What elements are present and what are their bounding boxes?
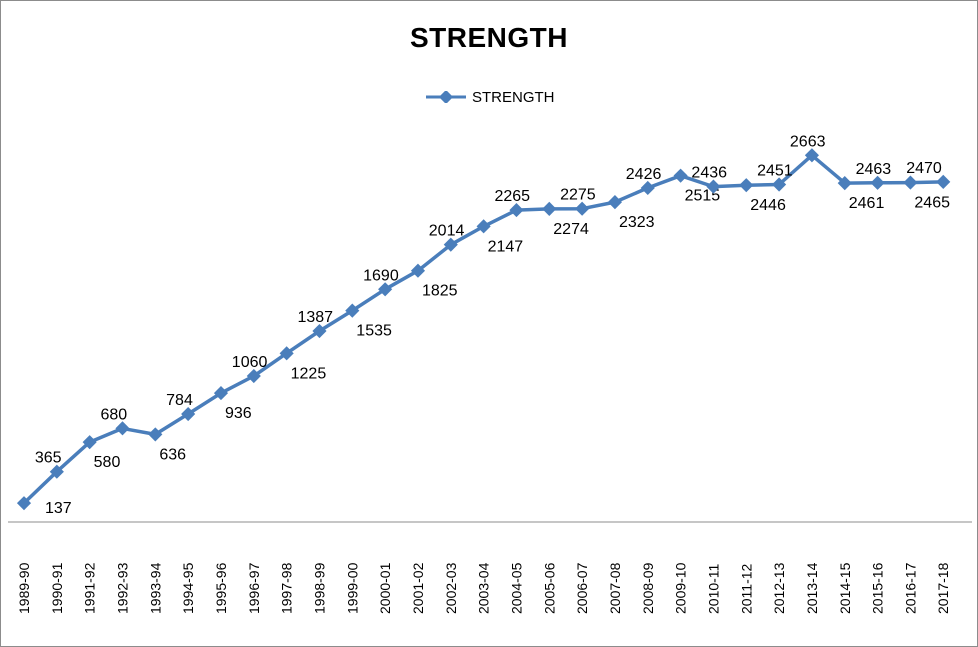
data-point-marker — [837, 176, 852, 191]
data-label: 1225 — [291, 365, 327, 382]
x-tick-label: 1998-99 — [311, 562, 327, 614]
x-tick-label: 2015-16 — [870, 562, 886, 614]
x-tick-label: 1992-93 — [114, 562, 130, 614]
data-point-marker — [673, 168, 688, 183]
data-label: 1690 — [363, 267, 399, 284]
data-point-marker — [607, 195, 623, 210]
chart-legend: STRENGTH — [424, 86, 555, 108]
x-tick-label: 2004-05 — [508, 562, 524, 614]
x-tick-label: 2006-07 — [574, 562, 590, 614]
x-tick-label: 2010-11 — [705, 563, 721, 614]
x-tick-label: 2017-18 — [935, 562, 951, 614]
x-tick-label: 1989-90 — [16, 562, 32, 614]
data-point-marker — [246, 368, 261, 384]
data-point-marker — [213, 386, 229, 401]
x-tick-label: 1990-91 — [49, 562, 65, 614]
data-point-marker — [443, 237, 458, 252]
data-label: 580 — [94, 454, 121, 471]
x-tick-label: 2007-08 — [607, 562, 623, 614]
data-label: 2446 — [750, 197, 786, 214]
data-label: 2436 — [691, 165, 727, 182]
legend-series-label: STRENGTH — [472, 88, 555, 106]
x-tick-label: 2011-12 — [738, 563, 754, 614]
data-label: 2663 — [790, 133, 826, 150]
data-point-marker — [542, 201, 557, 216]
data-point-marker — [804, 148, 819, 163]
x-tick-label: 2014-15 — [837, 562, 853, 614]
x-tick-label: 2008-09 — [640, 562, 656, 614]
x-tick-label: 1996-97 — [246, 562, 262, 614]
data-label: 365 — [35, 450, 62, 467]
data-point-marker — [410, 263, 426, 278]
data-point-marker — [772, 177, 787, 192]
data-label: 2274 — [553, 221, 589, 238]
chart-title: STRENGTH — [410, 22, 568, 53]
data-point-marker — [870, 175, 885, 190]
data-point-marker — [16, 496, 32, 511]
x-tick-label: 2012-13 — [771, 562, 787, 614]
data-point-marker — [575, 201, 590, 216]
data-point-marker — [640, 180, 655, 196]
data-label: 2265 — [494, 188, 530, 205]
x-tick-label: 2005-06 — [541, 562, 557, 614]
data-label: 2426 — [626, 166, 662, 183]
data-label: 1825 — [422, 283, 458, 300]
data-label: 2470 — [906, 160, 942, 177]
x-tick-label: 2013-14 — [804, 562, 820, 614]
data-point-marker — [903, 175, 918, 190]
data-point-marker — [181, 406, 196, 422]
data-point-marker — [279, 346, 294, 361]
x-tick-label: 2000-01 — [377, 562, 393, 614]
x-tick-label: 1991-92 — [82, 562, 98, 614]
data-point-marker — [49, 464, 64, 479]
data-point-marker — [378, 282, 393, 297]
data-label: 2515 — [685, 188, 721, 205]
data-label: 680 — [100, 406, 127, 423]
x-tick-label: 2002-03 — [443, 562, 459, 614]
x-tick-label: 1994-95 — [180, 562, 196, 614]
x-tick-label: 2016-17 — [902, 562, 918, 614]
data-point-marker — [509, 203, 524, 218]
x-tick-label: 1999-00 — [344, 562, 360, 614]
legend-marker-icon — [426, 91, 466, 103]
data-point-marker — [345, 303, 360, 318]
data-point-marker — [706, 179, 721, 194]
x-tick-label: 1997-98 — [279, 562, 295, 614]
data-label: 2323 — [619, 214, 655, 231]
data-label: 2014 — [429, 223, 465, 240]
data-label: 1060 — [232, 354, 268, 371]
data-label: 1387 — [297, 309, 333, 326]
data-label: 636 — [159, 446, 186, 463]
data-label: 2451 — [757, 162, 793, 179]
x-tick-label: 2009-10 — [673, 562, 689, 614]
data-label: 1535 — [356, 323, 392, 340]
data-label: 936 — [225, 405, 252, 422]
data-point-marker — [82, 435, 97, 450]
data-label: 2463 — [856, 161, 892, 178]
data-point-marker — [739, 178, 754, 193]
data-point-marker — [312, 323, 327, 339]
data-point-marker — [936, 174, 951, 189]
x-tick-label: 2003-04 — [476, 562, 492, 614]
data-label: 2465 — [914, 195, 950, 212]
data-point-marker — [115, 421, 130, 436]
data-label: 2461 — [849, 195, 885, 212]
data-point-marker — [148, 427, 163, 442]
x-tick-label: 2001-02 — [410, 562, 426, 614]
data-label: 2147 — [488, 238, 524, 255]
data-point-marker — [476, 219, 491, 234]
x-tick-label: 1993-94 — [147, 562, 163, 614]
data-label: 137 — [45, 500, 72, 517]
data-label: 784 — [166, 392, 193, 409]
data-label: 2275 — [560, 187, 596, 204]
x-tick-label: 1995-96 — [213, 562, 229, 614]
